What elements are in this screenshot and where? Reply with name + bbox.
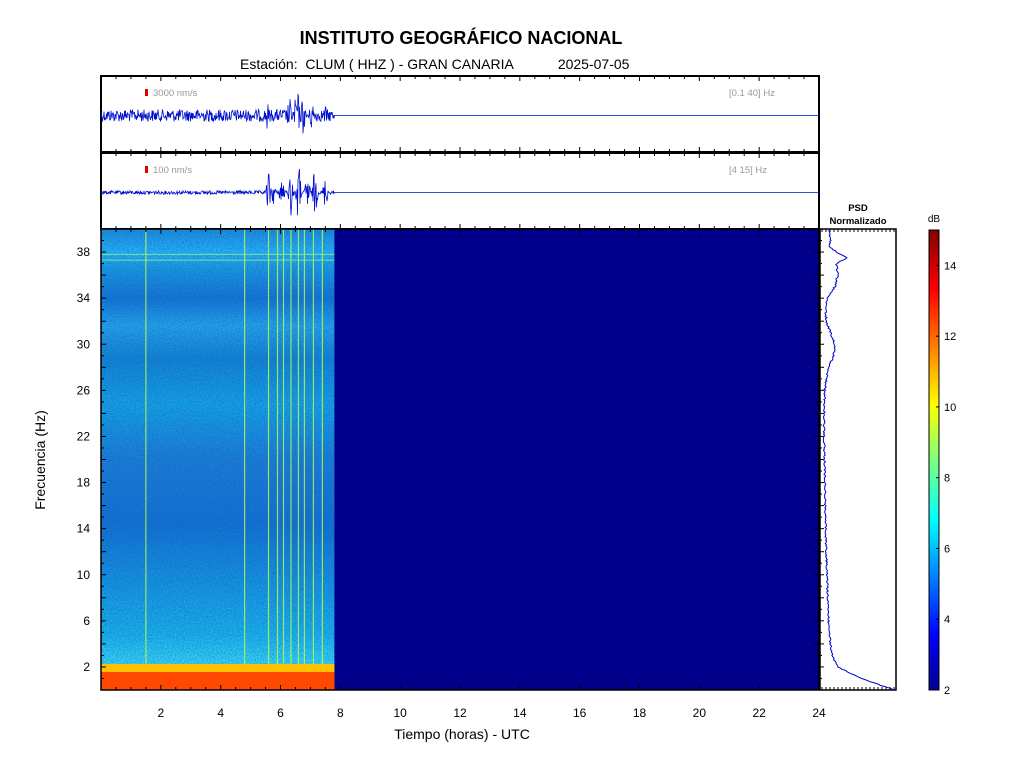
- colorbar-label: dB: [928, 214, 941, 225]
- x-tick-label: 22: [752, 706, 766, 720]
- x-tick-label: 8: [337, 706, 344, 720]
- x-tick-label: 12: [453, 706, 467, 720]
- colorbar-gradient: [928, 229, 940, 691]
- psd-panel: PSD Normalizado: [819, 203, 897, 691]
- x-tick-label: 20: [693, 706, 707, 720]
- trace-broadband-waveform: [100, 93, 819, 134]
- y-tick-label: 34: [77, 291, 91, 305]
- psd-curve: [822, 229, 894, 691]
- scale-bar-2: [145, 166, 148, 173]
- y-tick-label: 22: [77, 429, 91, 443]
- x-tick-label: 2: [157, 706, 164, 720]
- y-tick-label: 30: [77, 337, 91, 351]
- trace-filtered-path: [100, 168, 819, 216]
- page-title: INSTITUTO GEOGRÁFICO NACIONAL: [299, 28, 623, 48]
- spectrogram-low-band-2: [101, 664, 335, 672]
- y-tick-label: 14: [77, 522, 91, 536]
- x-tick-label: 4: [217, 706, 224, 720]
- y-tick-label: 18: [77, 476, 91, 490]
- trace-panel-broadband: 3000 nm/s [0.1 40] Hz: [100, 75, 820, 153]
- scale-label-2: 100 nm/s: [153, 165, 192, 176]
- x-tick-label: 18: [633, 706, 647, 720]
- y-tick-label: 2: [83, 660, 90, 674]
- y-tick-label: 26: [77, 383, 91, 397]
- colorbar-tick-label: 10: [944, 402, 956, 414]
- x-tick-label: 14: [513, 706, 527, 720]
- colorbar-ticks: 2 4 6 8 10 12 14: [936, 260, 956, 697]
- spectrogram-texture: [101, 229, 335, 690]
- station-label: Estación: CLUM ( HHZ ) - GRAN CANARIA: [240, 56, 514, 72]
- psd-frame: [819, 228, 897, 691]
- colorbar-tick-label: 4: [944, 614, 950, 626]
- spectrogram-low-band: [101, 672, 335, 690]
- x-tick-label: 6: [277, 706, 284, 720]
- trace-panel-2-ticks: [100, 153, 820, 229]
- trace-panel-1-frame: [100, 75, 820, 153]
- x-tick-label: 24: [812, 706, 826, 720]
- scale-bar-1: [145, 89, 148, 96]
- y-axis-label: Frecuencia (Hz): [32, 410, 48, 510]
- psd-ticks: [820, 228, 895, 691]
- date-label: 2025-07-05: [557, 56, 630, 72]
- x-axis-label: Tiempo (horas) - UTC: [394, 726, 530, 742]
- trace-filtered-waveform: [100, 168, 819, 216]
- y-tick-label: 10: [77, 568, 91, 582]
- spectrogram-event-lines: [101, 229, 335, 690]
- colorbar-tick-label: 12: [944, 331, 956, 343]
- trace-broadband-path: [100, 93, 819, 134]
- psd-title-line-1: PSD: [848, 203, 868, 214]
- colorbar: dB 2 4 6 8 10 12 14: [928, 214, 956, 697]
- psd-title-line-2: Normalizado: [829, 216, 886, 227]
- x-tick-label: 10: [393, 706, 407, 720]
- trace-panel-filtered: 100 nm/s [4 15] Hz: [100, 152, 820, 230]
- scale-label-1: 3000 nm/s: [153, 88, 198, 99]
- band-label-1: [0.1 40] Hz: [729, 88, 775, 99]
- colorbar-tick-label: 8: [944, 473, 950, 485]
- page-subtitle: Estación: CLUM ( HHZ ) - GRAN CANARIA 202…: [240, 56, 629, 72]
- colorbar-tick-label: 14: [944, 260, 956, 272]
- y-tick-label: 6: [83, 614, 90, 628]
- trace-panel-2-frame: [100, 152, 820, 230]
- trace-panel-1-ticks: [100, 76, 820, 152]
- y-tick-label: 38: [77, 245, 91, 259]
- colorbar-tick-label: 6: [944, 543, 950, 555]
- x-tick-label: 16: [573, 706, 587, 720]
- band-label-2: [4 15] Hz: [729, 165, 767, 176]
- colorbar-tick-label: 2: [944, 685, 950, 697]
